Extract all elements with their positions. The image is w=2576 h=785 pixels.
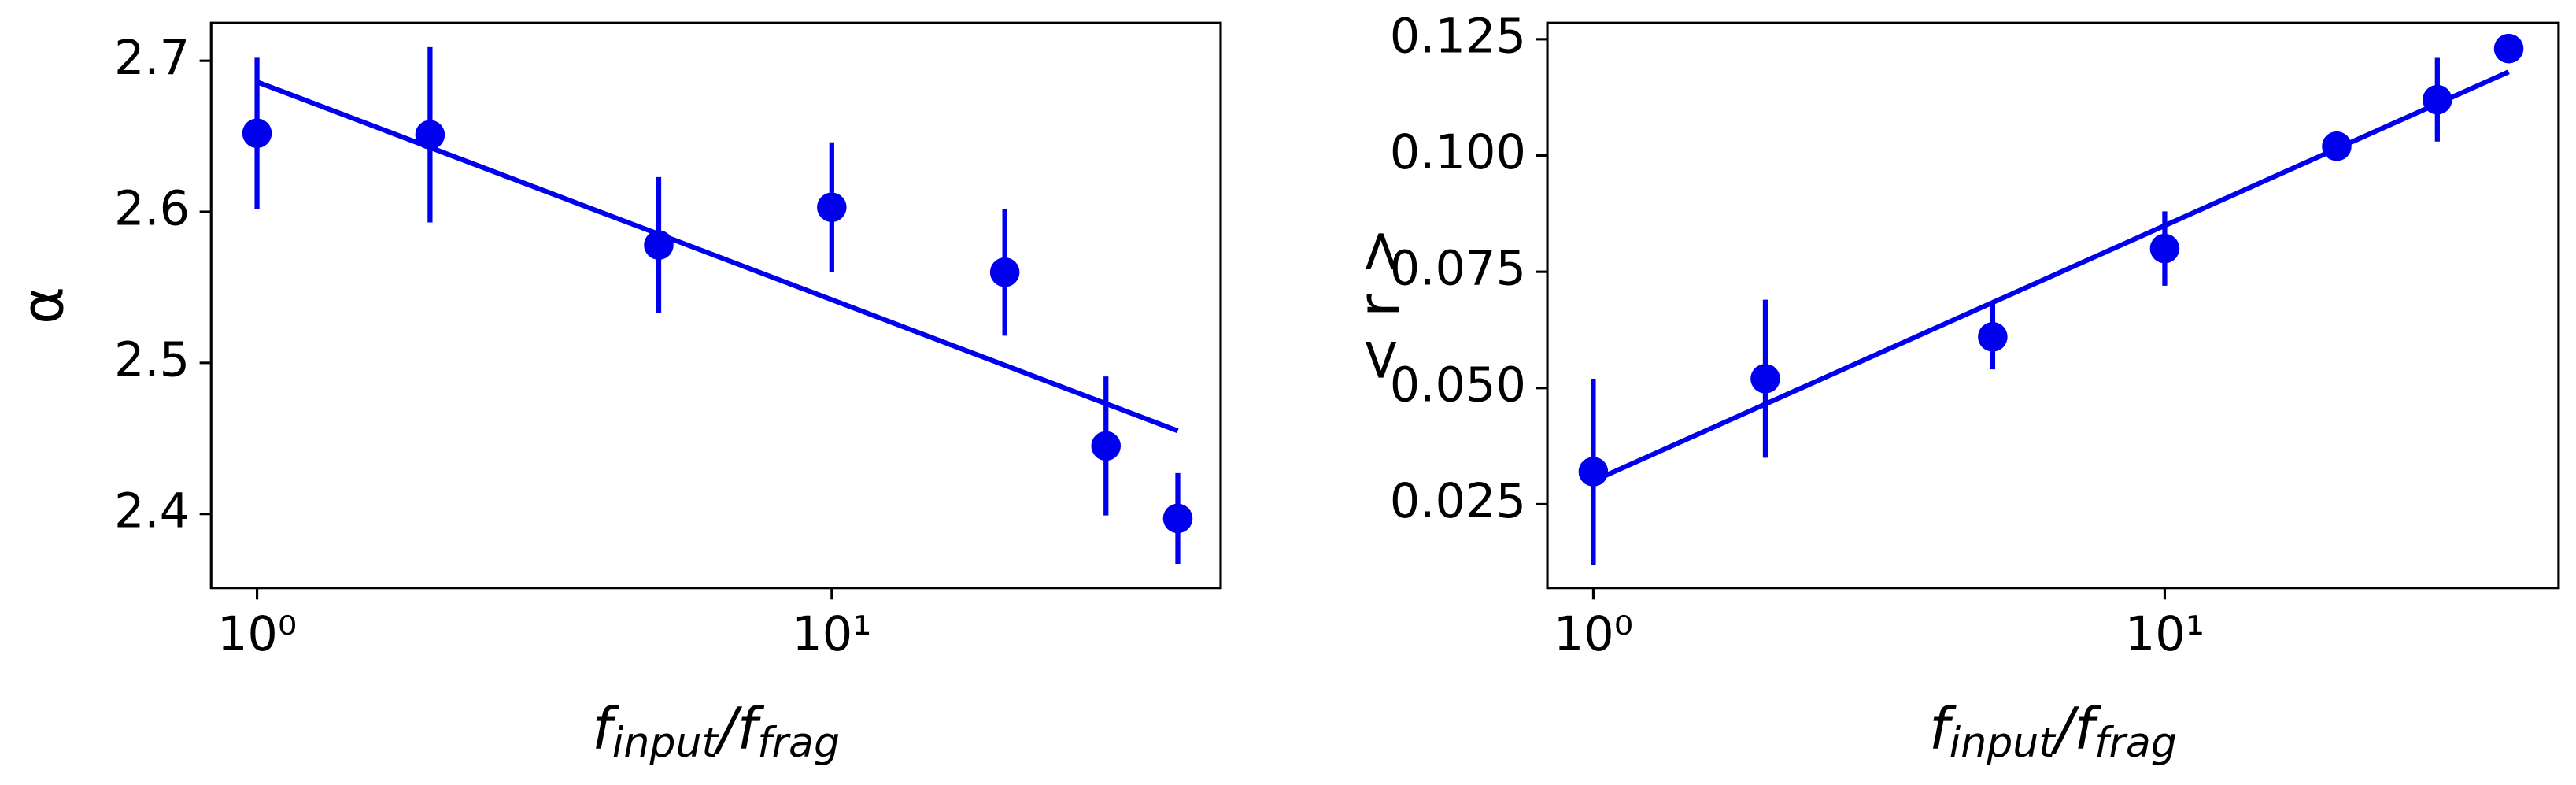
x-axis-label: finput/ffrag bbox=[1929, 695, 2177, 767]
y-tick-label: 0.075 bbox=[1390, 242, 1526, 297]
point bbox=[242, 118, 272, 149]
x-tick-label: 10¹ bbox=[2125, 607, 2205, 662]
fit-line bbox=[256, 80, 1179, 434]
y-tick-label: 2.6 bbox=[114, 182, 190, 237]
y-tick-label: 0.050 bbox=[1390, 357, 1526, 413]
y-tick-label: 2.5 bbox=[114, 332, 190, 387]
x-tick-label: 10⁰ bbox=[1554, 607, 1633, 662]
point bbox=[2493, 33, 2524, 64]
point bbox=[1750, 364, 1780, 394]
point bbox=[1578, 457, 1609, 487]
x-label-subscript: input bbox=[1950, 720, 2057, 767]
point bbox=[817, 192, 847, 223]
point bbox=[989, 257, 1020, 287]
x-axis-label: finput/ffrag bbox=[592, 695, 840, 767]
point bbox=[1162, 503, 1193, 534]
x-tick-label: 10¹ bbox=[792, 607, 871, 662]
y-tick-label: 0.025 bbox=[1390, 474, 1526, 529]
x-label-part: /f bbox=[713, 695, 765, 762]
y-tick-label: 0.125 bbox=[1390, 9, 1526, 64]
point bbox=[1978, 322, 2008, 352]
y-axis-label: α bbox=[10, 287, 77, 324]
y-axis-label: < r > bbox=[1346, 228, 1413, 384]
x-label-subscript: frag bbox=[2094, 720, 2177, 767]
axes-frame bbox=[209, 21, 1222, 590]
x-label-subscript: frag bbox=[757, 720, 840, 767]
y-tick-label: 2.4 bbox=[114, 483, 190, 539]
x-label-part: /f bbox=[2050, 695, 2102, 762]
point bbox=[1091, 431, 1122, 461]
y-tick-label: 2.7 bbox=[114, 31, 190, 86]
axes-frame bbox=[1546, 21, 2560, 590]
x-label-subscript: input bbox=[612, 720, 720, 767]
y-tick-label: 0.100 bbox=[1390, 125, 1526, 180]
x-tick-label: 10⁰ bbox=[217, 607, 297, 662]
fit-line bbox=[1592, 69, 2510, 483]
point bbox=[2149, 233, 2180, 264]
